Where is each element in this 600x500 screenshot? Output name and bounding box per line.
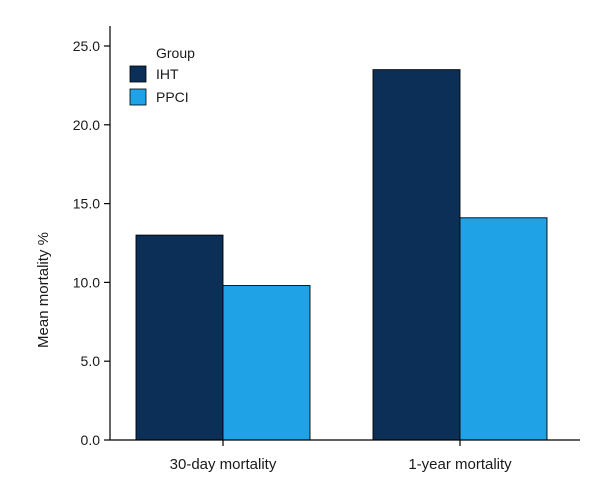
legend-swatch-ppci <box>129 88 147 106</box>
legend: Group IHT PPCI <box>129 45 195 106</box>
y-tick-label: 20.0 <box>73 117 100 133</box>
y-ticks-group: 0.0 5.0 10.0 15.0 20.0 25.0 <box>73 38 110 448</box>
bar-ppci-30-day <box>222 285 311 441</box>
y-tick-label: 25.0 <box>73 38 100 54</box>
x-category-label: 1-year mortality <box>408 456 512 473</box>
bar-ppci-1-year <box>459 217 548 441</box>
y-axis-title: Mean mortality % <box>35 232 52 348</box>
y-tick-label: 5.0 <box>81 353 101 369</box>
legend-title: Group <box>156 45 195 61</box>
legend-swatch-iht <box>129 65 147 83</box>
x-categories-group: 30-day mortality 1-year mortality <box>170 440 512 473</box>
bar-iht-1-year <box>372 69 461 441</box>
bars-group <box>135 69 548 441</box>
x-category-label: 30-day mortality <box>170 456 277 473</box>
legend-label-ppci: PPCI <box>156 89 189 105</box>
y-tick-label: 0.0 <box>81 432 101 448</box>
y-tick-label: 15.0 <box>73 196 100 212</box>
bar-iht-30-day <box>135 234 224 441</box>
legend-label-iht: IHT <box>156 66 179 82</box>
y-tick-label: 10.0 <box>73 274 100 290</box>
